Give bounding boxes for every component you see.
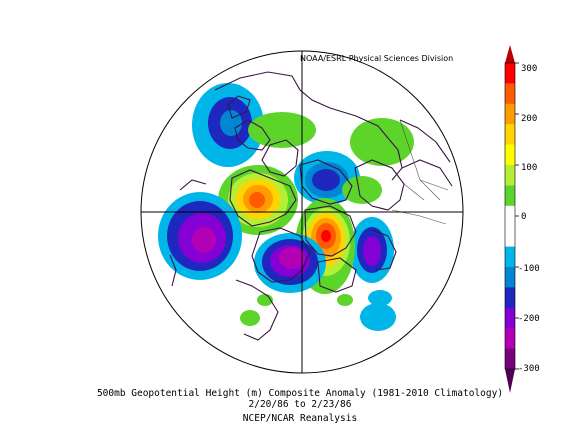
map-boundary — [140, 50, 464, 374]
colorbar-swatch — [505, 144, 515, 166]
colorbar-min-arrow — [505, 369, 515, 393]
colorbar-swatch — [505, 328, 515, 350]
graticule — [141, 51, 463, 373]
data-source: NCEP/NCAR Reanalysis — [242, 413, 358, 424]
colorbar-swatch — [505, 103, 515, 125]
colorbar-tick-neg100: -100 — [518, 264, 540, 274]
colorbar-swatch — [505, 226, 515, 248]
colorbar-swatch — [505, 83, 515, 105]
colorbar-swatch — [505, 185, 515, 207]
colorbar-swatch — [505, 348, 515, 370]
colorbar-swatch — [505, 124, 515, 146]
anomaly-contours — [158, 83, 414, 331]
colorbar-tick-200: 200 — [521, 114, 538, 124]
colorbar-tick-0: 0 — [521, 212, 527, 222]
colorbar-swatch — [505, 63, 515, 84]
coastlines — [169, 71, 453, 341]
colorbar-tick-100: 100 — [521, 163, 538, 173]
map-title: 500mb Geopotential Height (m) Composite … — [96, 388, 504, 399]
colorbar — [504, 45, 519, 393]
colorbar-max-arrow — [505, 45, 515, 63]
credit-label: NOAA/ESRL Physical Sciences Division — [300, 54, 454, 63]
colorbar-tick-neg200: -200 — [518, 314, 540, 324]
colorbar-swatch — [505, 205, 515, 227]
colorbar-tick-300: 300 — [521, 64, 538, 74]
date-range: 2/20/86 to 2/23/86 — [248, 399, 352, 410]
colorbar-swatch — [505, 307, 515, 329]
colorbar-tick-neg300: -300 — [518, 364, 540, 374]
colorbar-swatch — [505, 165, 515, 186]
colorbar-swatch — [505, 287, 515, 309]
colorbar-swatch — [505, 246, 515, 268]
colorbar-swatch — [505, 267, 515, 288]
